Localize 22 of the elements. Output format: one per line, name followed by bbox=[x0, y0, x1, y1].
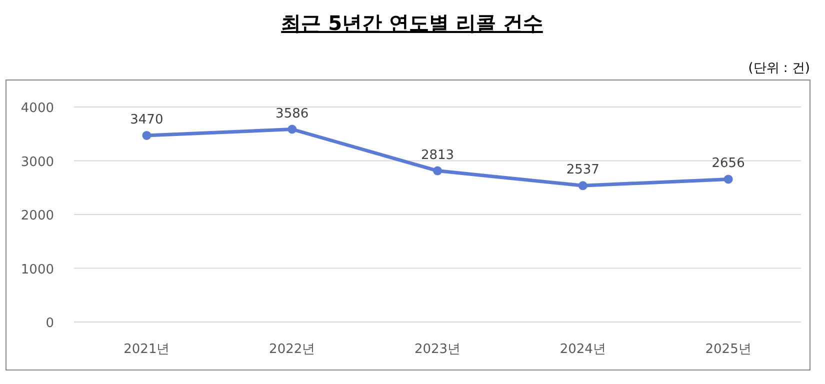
title: 최근 5년간 연도별 리콜 건수 bbox=[281, 11, 543, 35]
y-tick-label: 4000 bbox=[20, 101, 54, 116]
point bbox=[288, 124, 297, 134]
y-tick-label: 2000 bbox=[20, 208, 54, 224]
point bbox=[433, 166, 442, 176]
y-tick-label: 3000 bbox=[20, 154, 54, 170]
x-tick-label: 2023년 bbox=[414, 342, 461, 357]
data-label: 3586 bbox=[276, 106, 309, 122]
point bbox=[724, 174, 733, 184]
x-tick-label: 2025년 bbox=[705, 342, 752, 357]
data-label: 2813 bbox=[420, 148, 454, 163]
x-tick-label: 2021년 bbox=[124, 342, 170, 357]
data-label: 2537 bbox=[566, 162, 600, 178]
data-label: 2656 bbox=[712, 156, 745, 172]
text: (단위 : 건) bbox=[748, 61, 810, 76]
x-tick-label: 2024년 bbox=[560, 342, 606, 357]
point bbox=[142, 130, 152, 140]
point bbox=[578, 181, 588, 190]
x-tick-label: 2022년 bbox=[269, 342, 316, 357]
data-label: 3470 bbox=[130, 112, 164, 128]
y-tick-label: 1000 bbox=[20, 262, 54, 278]
y-tick-label: 0 bbox=[46, 316, 54, 331]
